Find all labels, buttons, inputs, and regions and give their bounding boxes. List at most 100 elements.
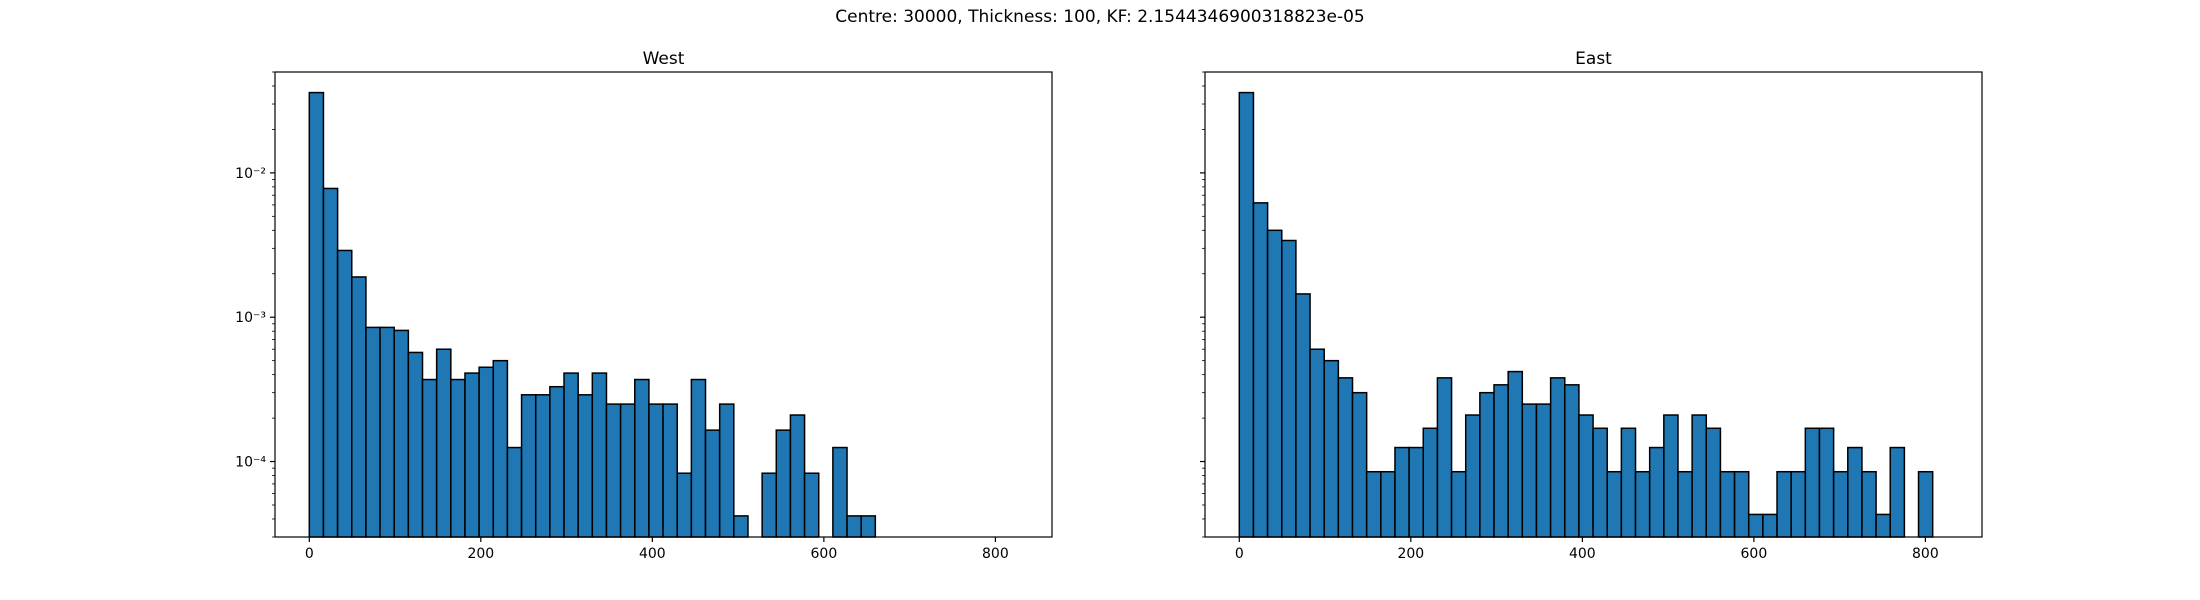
bar-east-29 xyxy=(1648,446,1665,538)
bar-west-39 xyxy=(860,515,877,538)
bar-west-18 xyxy=(563,372,579,538)
bar-east-36 xyxy=(1747,513,1764,538)
bar-east-48 xyxy=(1917,470,1934,538)
bar-east-7 xyxy=(1337,377,1354,538)
bar-east-32 xyxy=(1691,414,1708,538)
bar-west-6 xyxy=(393,329,410,538)
figure-suptitle: Centre: 30000, Thickness: 100, KF: 2.154… xyxy=(835,7,1365,27)
bar-west-21 xyxy=(605,403,622,538)
bar-east-6 xyxy=(1323,359,1340,538)
bar-west-24 xyxy=(648,403,664,538)
bar-east-46 xyxy=(1889,446,1906,538)
x-tick-label-west-600: 600 xyxy=(811,546,838,562)
bar-west-2 xyxy=(336,249,353,538)
panel-title-east: East xyxy=(1575,49,1612,69)
bar-west-33 xyxy=(775,429,792,538)
bar-west-17 xyxy=(549,385,565,538)
bar-west-34 xyxy=(789,414,806,538)
bar-east-44 xyxy=(1861,470,1877,538)
bar-east-27 xyxy=(1620,427,1637,538)
bar-east-9 xyxy=(1365,470,1382,538)
bar-west-30 xyxy=(733,515,749,538)
bar-east-4 xyxy=(1295,293,1311,538)
bar-west-9 xyxy=(435,348,452,538)
bar-east-5 xyxy=(1309,348,1325,538)
bar-west-7 xyxy=(407,351,424,538)
bar-east-3 xyxy=(1281,239,1297,538)
bar-east-42 xyxy=(1832,470,1849,538)
bar-west-20 xyxy=(591,372,608,538)
bar-east-38 xyxy=(1776,470,1792,538)
bar-west-4 xyxy=(365,326,381,538)
axes-frame-east xyxy=(1204,71,1983,538)
bar-east-8 xyxy=(1351,391,1368,538)
bar-west-35 xyxy=(803,472,820,538)
bar-west-10 xyxy=(450,378,466,538)
bar-east-19 xyxy=(1507,370,1524,538)
bar-west-14 xyxy=(506,446,523,538)
x-tick-label-east-600: 600 xyxy=(1741,546,1768,562)
histogram-panel-west: West 0 200 400 600 800 10⁻⁴ 10⁻³ 10⁻² xyxy=(235,49,1053,562)
y-tick-label-west-1: 10⁻³ xyxy=(235,310,266,326)
bar-west-5 xyxy=(379,326,395,538)
bar-west-32 xyxy=(761,472,778,538)
bar-west-1 xyxy=(322,187,339,538)
bar-west-12 xyxy=(478,366,495,538)
bar-east-33 xyxy=(1705,427,1722,538)
bar-east-45 xyxy=(1875,513,1891,538)
bar-west-3 xyxy=(351,276,367,538)
x-tick-label-west-0: 0 xyxy=(305,546,314,562)
x-tick-label-west-800: 800 xyxy=(982,546,1009,562)
bar-east-11 xyxy=(1394,446,1410,538)
bar-west-37 xyxy=(832,446,848,538)
x-tick-label-east-0: 0 xyxy=(1235,546,1244,562)
bar-east-43 xyxy=(1847,446,1863,538)
bar-west-8 xyxy=(421,378,438,538)
y-tick-label-west-2: 10⁻² xyxy=(235,166,266,182)
bar-east-18 xyxy=(1493,384,1509,538)
bar-west-22 xyxy=(619,403,636,538)
bar-east-34 xyxy=(1719,470,1736,538)
bar-west-38 xyxy=(846,515,862,538)
bar-east-13 xyxy=(1422,427,1439,538)
bar-west-29 xyxy=(718,403,735,538)
bar-east-41 xyxy=(1818,427,1835,538)
bar-east-39 xyxy=(1790,470,1807,538)
x-tick-label-west-400: 400 xyxy=(639,546,666,562)
bar-east-20 xyxy=(1521,403,1538,538)
y-tick-label-west-0: 10⁻⁴ xyxy=(235,455,266,471)
bar-west-19 xyxy=(577,394,594,538)
bar-east-14 xyxy=(1436,377,1453,538)
x-tick-label-east-800: 800 xyxy=(1912,546,1939,562)
bar-east-23 xyxy=(1564,384,1580,538)
bar-east-17 xyxy=(1479,391,1495,538)
bar-west-11 xyxy=(464,372,480,538)
bar-west-26 xyxy=(676,472,693,538)
x-tick-label-west-200: 200 xyxy=(467,546,494,562)
bar-west-13 xyxy=(492,359,509,538)
bar-east-40 xyxy=(1804,427,1821,538)
bar-east-0 xyxy=(1238,91,1255,538)
bar-west-27 xyxy=(690,378,707,538)
panel-title-west: West xyxy=(643,49,685,69)
bar-west-23 xyxy=(634,378,650,538)
histogram-panel-east: East 0 200 400 600 800 xyxy=(1200,49,1983,562)
axes-frame-west xyxy=(274,71,1053,538)
bar-east-28 xyxy=(1634,470,1651,538)
x-tick-label-east-200: 200 xyxy=(1397,546,1424,562)
x-tick-label-east-400: 400 xyxy=(1569,546,1596,562)
bar-east-16 xyxy=(1464,414,1481,538)
bar-east-35 xyxy=(1733,470,1750,538)
bar-west-25 xyxy=(662,403,678,538)
bar-east-25 xyxy=(1592,427,1608,538)
bar-east-12 xyxy=(1408,446,1425,538)
bar-east-31 xyxy=(1677,470,1693,538)
bar-west-0 xyxy=(308,91,325,538)
bar-west-15 xyxy=(520,394,537,538)
bar-east-37 xyxy=(1762,513,1778,538)
bar-west-28 xyxy=(704,429,721,538)
bar-west-16 xyxy=(534,394,551,538)
bar-east-10 xyxy=(1380,470,1396,538)
bar-east-2 xyxy=(1266,229,1283,538)
